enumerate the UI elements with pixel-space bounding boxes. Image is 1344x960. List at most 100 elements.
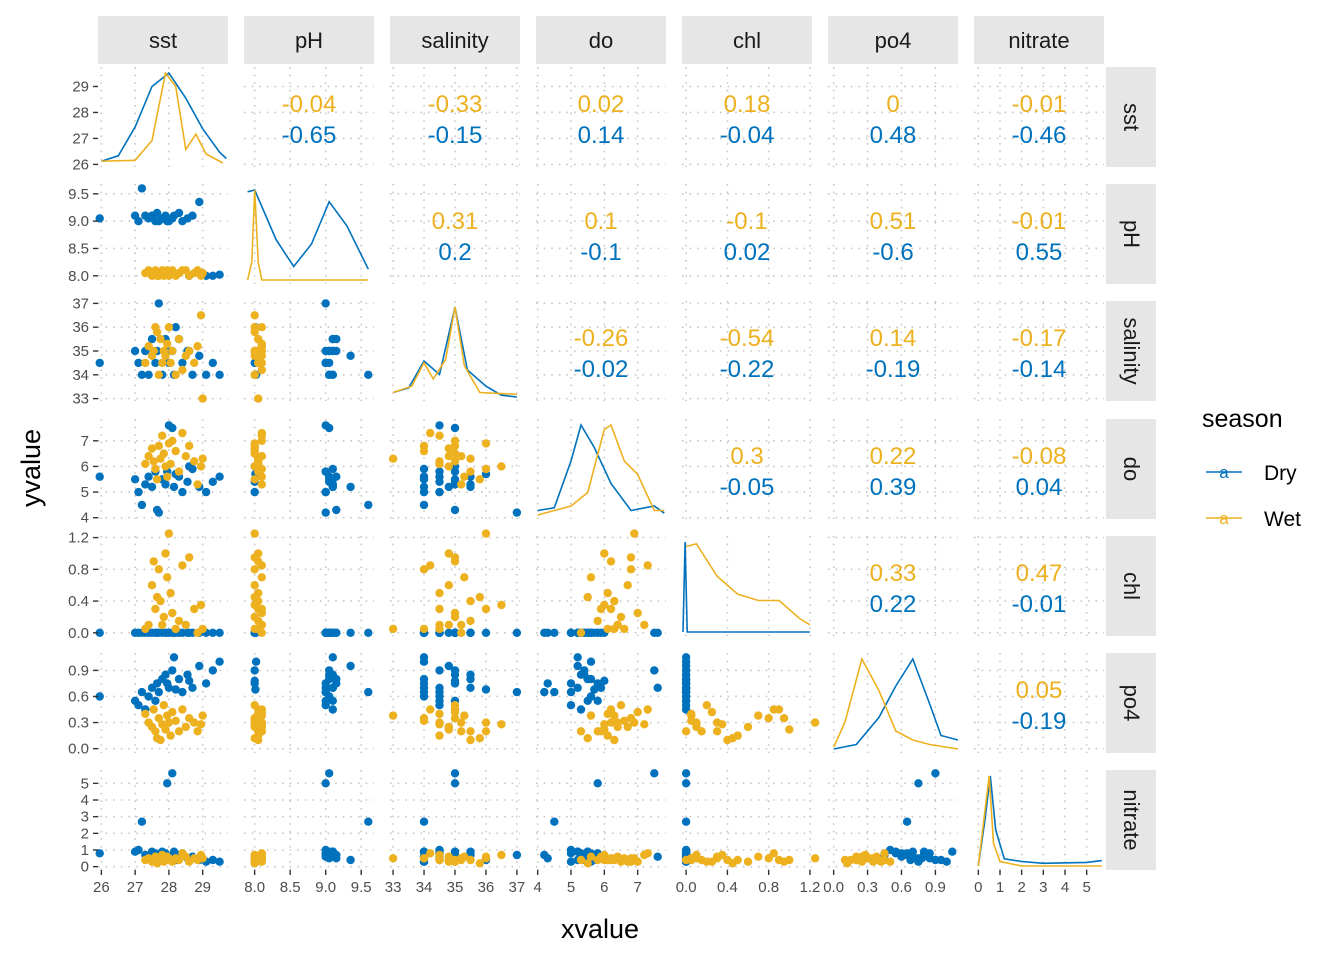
x-axis-ticks: 26 27 28 29 8.0 8.5 9.0 9.5 33 34 35 36 37 4 5 6 7 0.0 0.4… bbox=[93, 870, 1091, 896]
point-wet bbox=[426, 561, 435, 570]
point-wet bbox=[633, 608, 642, 618]
corr-wet: 0.18 bbox=[724, 91, 771, 118]
panel-salinity-ph bbox=[244, 299, 374, 403]
point-dry bbox=[161, 480, 170, 489]
legend: season a Dry a Wet bbox=[1202, 405, 1301, 531]
point-dry bbox=[566, 701, 576, 710]
point-dry bbox=[481, 685, 491, 694]
panel-nitrate-sst bbox=[95, 769, 228, 870]
y-tick-label: 28 bbox=[72, 104, 89, 121]
point-dry bbox=[188, 370, 197, 379]
point-wet bbox=[254, 624, 263, 634]
panel-ph-nitrate: -0.01 0.55 bbox=[974, 184, 1104, 284]
point-wet bbox=[250, 441, 259, 451]
point-wet bbox=[198, 854, 207, 863]
row-strip-bg-sst bbox=[1106, 67, 1156, 167]
point-wet bbox=[444, 722, 453, 732]
point-dry bbox=[332, 674, 341, 684]
point-dry bbox=[481, 628, 491, 637]
point-dry bbox=[215, 628, 224, 637]
point-wet bbox=[388, 711, 398, 720]
panel-sst-po4: 00.48 bbox=[828, 67, 958, 167]
point-wet bbox=[681, 727, 691, 736]
point-dry bbox=[161, 670, 170, 679]
density-wet-nitrate bbox=[977, 775, 1102, 867]
panel-salinity-po4: 0.14 -0.19 bbox=[828, 301, 958, 401]
point-dry bbox=[681, 769, 691, 778]
point-dry bbox=[419, 692, 429, 701]
point-dry bbox=[321, 358, 330, 368]
point-wet bbox=[257, 323, 266, 332]
point-wet bbox=[151, 464, 160, 474]
panel-do-salinity bbox=[388, 419, 522, 519]
corr-dry: -0.15 bbox=[428, 122, 483, 149]
point-dry bbox=[95, 472, 104, 481]
point-dry bbox=[137, 817, 147, 826]
point-dry bbox=[566, 628, 576, 637]
point-wet bbox=[466, 467, 475, 476]
point-wet bbox=[178, 561, 187, 570]
point-wet bbox=[141, 709, 150, 719]
corr-dry: -0.04 bbox=[720, 122, 775, 149]
point-wet bbox=[193, 342, 202, 351]
point-dry bbox=[321, 487, 330, 497]
y-tick-label: 6 bbox=[81, 458, 89, 475]
corr-dry: -0.14 bbox=[1012, 356, 1067, 383]
x-tick-label: 1.2 bbox=[800, 879, 821, 896]
point-dry bbox=[600, 676, 609, 685]
point-dry bbox=[95, 692, 104, 701]
point-wet bbox=[623, 581, 632, 590]
point-dry bbox=[321, 467, 330, 476]
corr-wet: 0.47 bbox=[1016, 560, 1063, 587]
point-wet bbox=[626, 565, 636, 574]
point-dry bbox=[321, 299, 330, 308]
density-wet-do bbox=[537, 423, 665, 516]
legend-title: season bbox=[1202, 405, 1283, 433]
point-wet bbox=[250, 346, 259, 356]
panel-nitrate-nitrate bbox=[977, 770, 1102, 870]
point-dry bbox=[208, 855, 217, 865]
point-wet bbox=[435, 588, 444, 598]
point-dry bbox=[325, 477, 334, 486]
point-dry bbox=[891, 849, 900, 858]
point-dry bbox=[201, 370, 211, 379]
point-wet bbox=[388, 624, 398, 634]
point-wet bbox=[444, 452, 453, 461]
point-wet bbox=[743, 857, 753, 866]
point-wet bbox=[154, 565, 163, 574]
panel-do-do bbox=[536, 419, 665, 519]
point-wet bbox=[481, 718, 491, 727]
point-dry bbox=[215, 472, 224, 481]
corr-dry: 0.39 bbox=[870, 474, 917, 501]
point-dry bbox=[215, 857, 224, 866]
panel-po4-chl bbox=[681, 653, 820, 753]
y-tick-label: 33 bbox=[72, 391, 89, 408]
panel-salinity-chl: -0.54 -0.22 bbox=[682, 301, 812, 401]
x-tick-label: 6 bbox=[600, 879, 608, 896]
point-wet bbox=[687, 711, 696, 720]
point-dry bbox=[163, 779, 172, 788]
corr-dry: -0.46 bbox=[1012, 122, 1067, 149]
point-wet bbox=[475, 475, 484, 484]
point-dry bbox=[681, 685, 691, 694]
point-wet bbox=[196, 600, 206, 610]
point-dry bbox=[435, 487, 444, 497]
point-dry bbox=[185, 676, 194, 685]
point-dry bbox=[130, 475, 140, 484]
point-wet bbox=[147, 444, 157, 453]
point-wet bbox=[419, 854, 429, 863]
point-dry bbox=[596, 683, 606, 692]
strip-label-do: do bbox=[589, 28, 613, 53]
point-dry bbox=[466, 480, 475, 489]
panel-salinity-sst bbox=[95, 299, 228, 403]
strip-label-ph: pH bbox=[295, 28, 323, 53]
panel-nitrate-do bbox=[536, 769, 666, 870]
point-wet bbox=[163, 573, 172, 582]
point-wet bbox=[154, 441, 163, 451]
corr-wet: 0.14 bbox=[870, 325, 917, 352]
point-wet bbox=[163, 472, 172, 481]
point-dry bbox=[151, 696, 160, 705]
point-wet bbox=[460, 573, 469, 582]
corr-dry: -0.01 bbox=[1012, 591, 1067, 618]
point-dry bbox=[163, 679, 172, 688]
